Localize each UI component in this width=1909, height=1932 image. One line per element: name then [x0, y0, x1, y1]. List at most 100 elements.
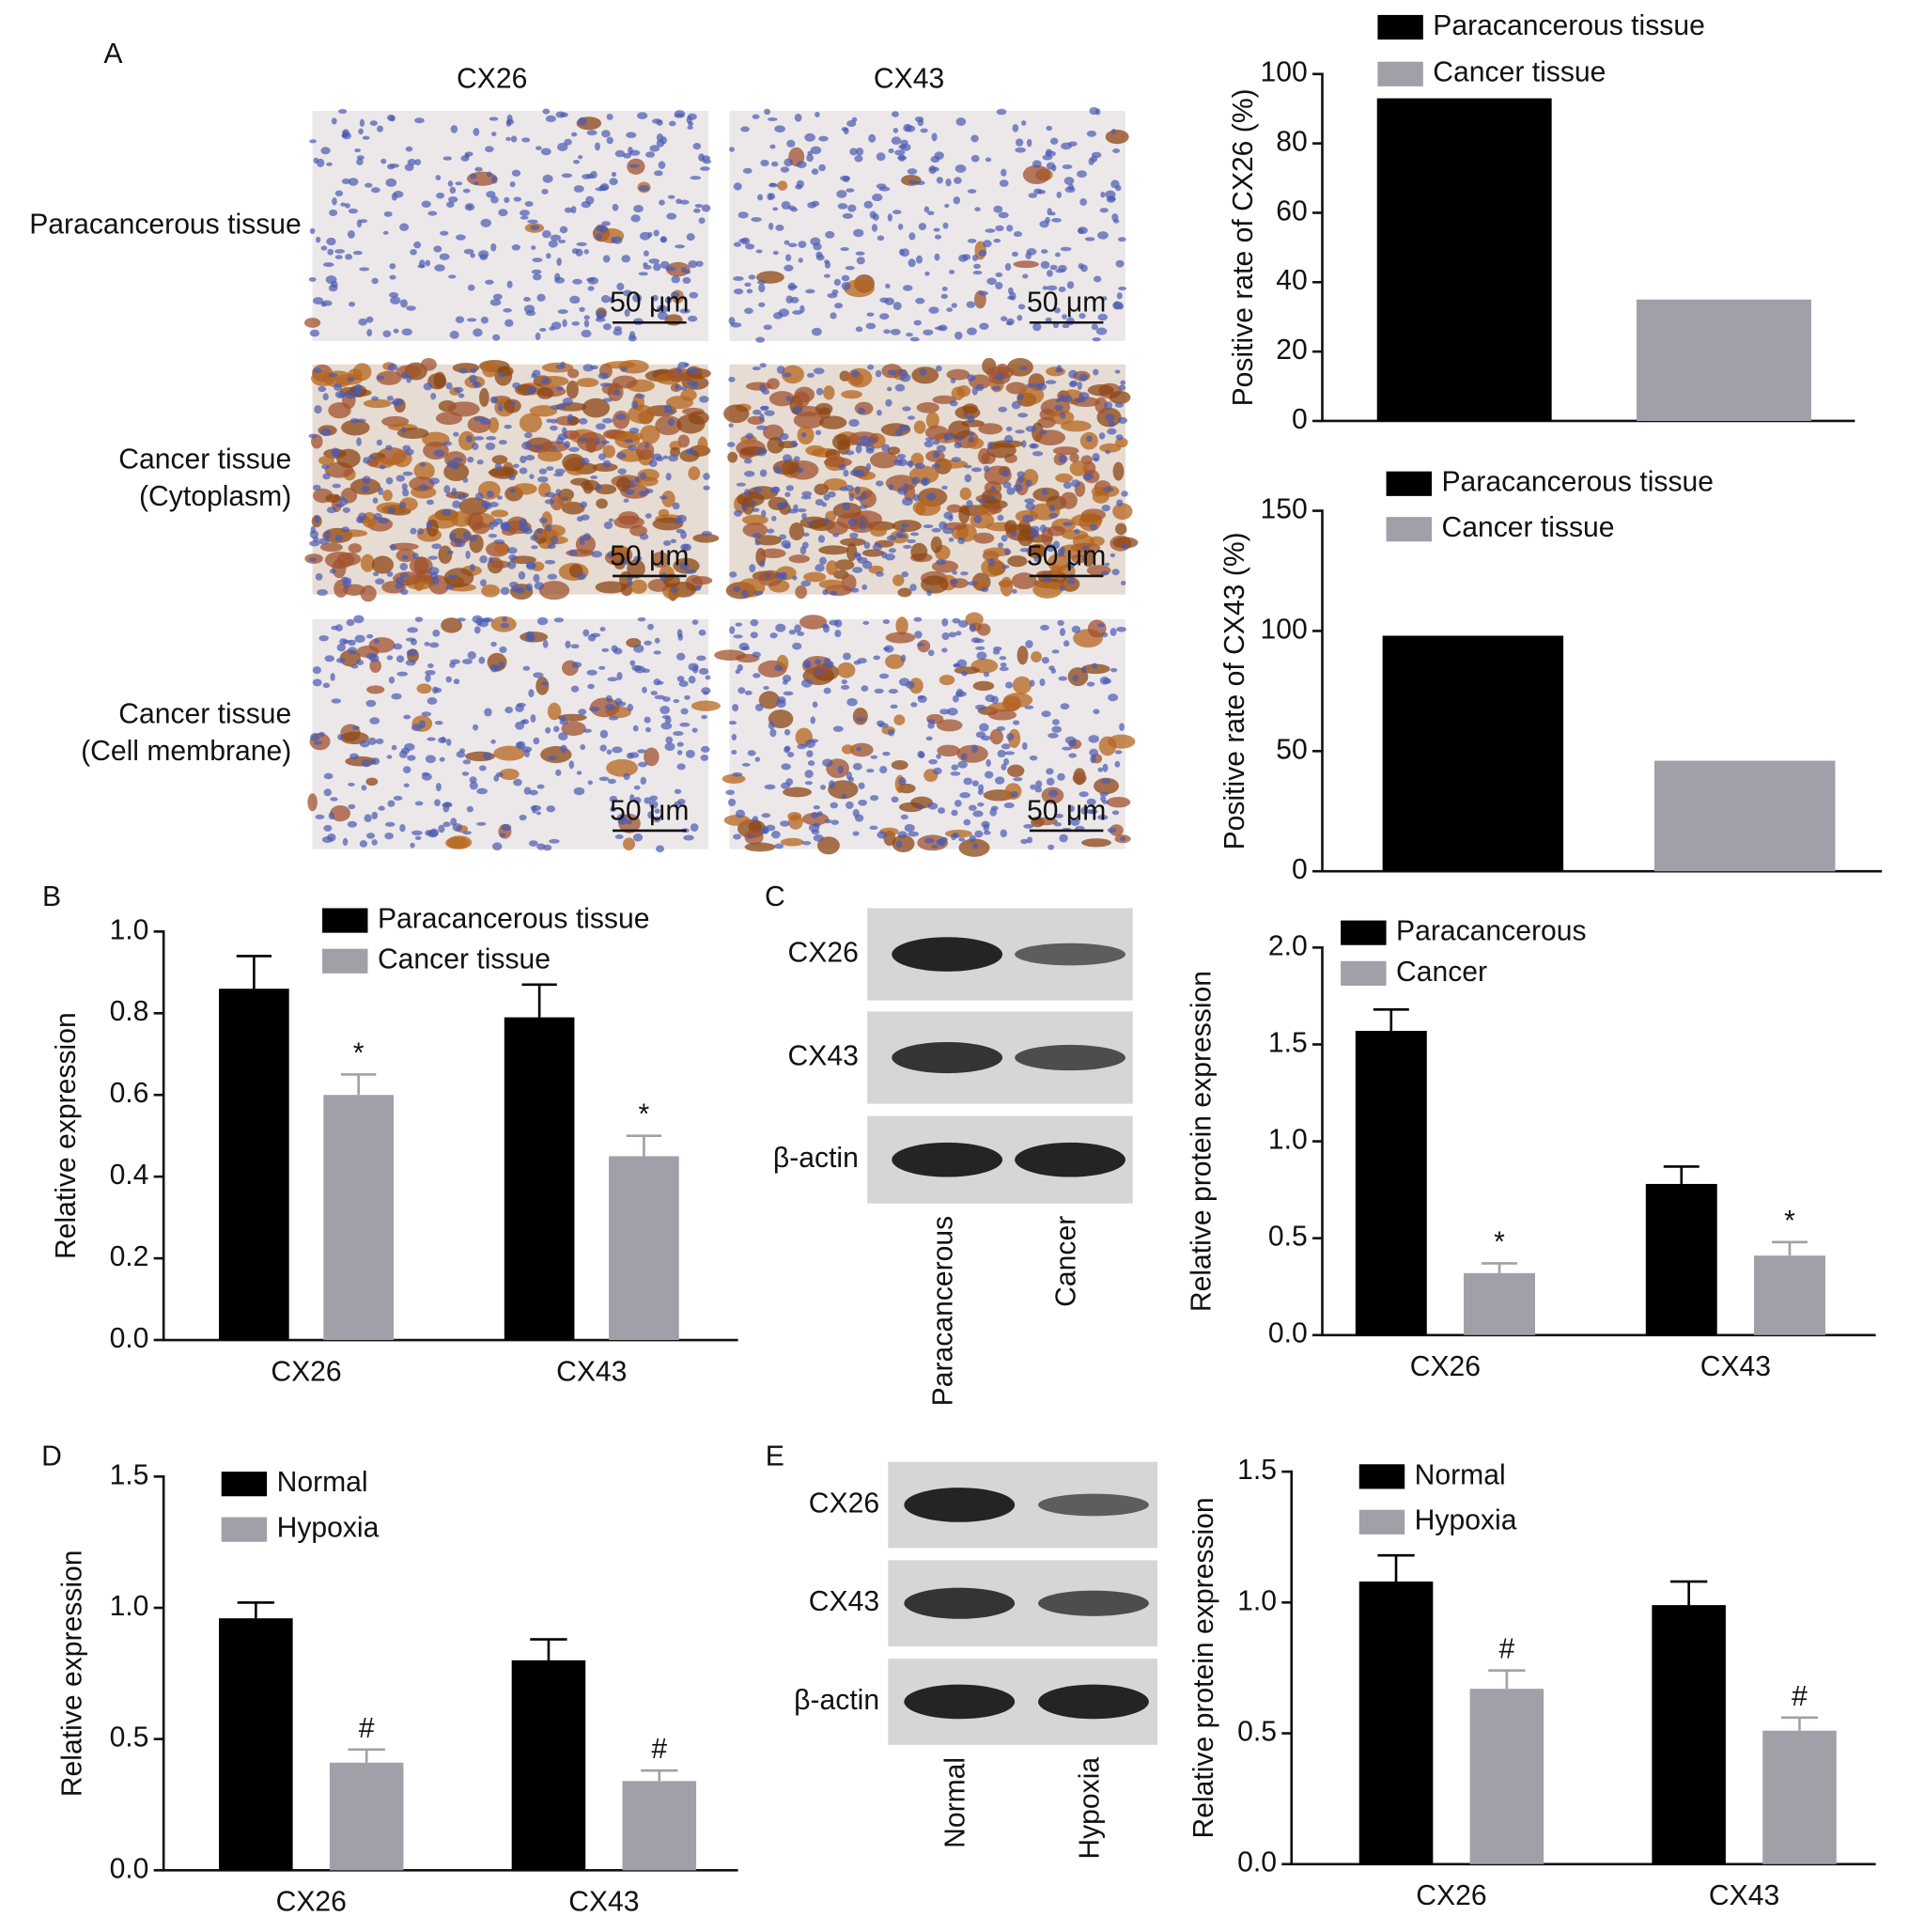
nucleus [918, 223, 927, 231]
error-bar [626, 1134, 662, 1157]
nucleus [337, 733, 344, 740]
band-label: CX43 [788, 1040, 859, 1071]
nucleus [1079, 392, 1090, 400]
nucleus [928, 306, 939, 314]
nucleus [370, 757, 380, 766]
nucleus [365, 699, 377, 708]
nucleus [843, 127, 849, 135]
nucleus [957, 760, 968, 769]
nucleus [934, 253, 940, 261]
nucleus [925, 492, 937, 501]
stain [477, 480, 501, 500]
nucleus [967, 189, 977, 194]
nucleus [1032, 451, 1044, 457]
stain [365, 777, 379, 787]
nucleus [814, 659, 822, 665]
nucleus [1017, 314, 1023, 321]
nucleus [332, 483, 341, 489]
nucleus [1078, 262, 1084, 270]
nucleus [903, 544, 912, 549]
nucleus [490, 242, 497, 252]
nucleus [830, 312, 837, 319]
nucleus [776, 437, 782, 443]
stain [697, 436, 708, 454]
nucleus [623, 772, 630, 781]
nucleus [997, 749, 1006, 758]
legend-swatch [1358, 1509, 1405, 1535]
nucleus [456, 751, 466, 758]
nucleus [1058, 455, 1068, 463]
nucleus [797, 631, 805, 636]
micrograph [723, 357, 1139, 600]
nucleus [540, 148, 551, 156]
nucleus [644, 489, 654, 494]
nucleus [512, 463, 520, 469]
nucleus [361, 485, 370, 493]
nucleus [852, 552, 861, 557]
nucleus [900, 522, 909, 528]
nucleus [509, 581, 519, 588]
nucleus [426, 499, 434, 506]
nucleus [345, 203, 350, 209]
nucleus [1002, 757, 1010, 766]
nucleus [976, 651, 987, 661]
nucleus [787, 508, 799, 514]
nucleus [967, 414, 975, 424]
stain [1106, 796, 1131, 808]
bar [622, 1781, 697, 1871]
nucleus [489, 521, 495, 530]
nucleus [369, 120, 379, 127]
nucleus [850, 369, 860, 378]
nucleus [377, 375, 385, 381]
stain [954, 666, 980, 675]
significance-marker: * [1494, 1226, 1505, 1257]
nucleus [656, 139, 665, 148]
nucleus [668, 454, 679, 462]
nucleus [940, 293, 949, 300]
nucleus [318, 385, 327, 393]
nucleus [1000, 829, 1007, 838]
nucleus [656, 680, 664, 685]
nucleus [440, 230, 449, 236]
nucleus [733, 288, 744, 295]
error-bar [1772, 1240, 1808, 1256]
nucleus [895, 840, 903, 849]
nucleus [1120, 380, 1126, 385]
stain [691, 576, 713, 585]
nucleus [595, 437, 600, 445]
nucleus [1030, 525, 1040, 534]
stain [1018, 385, 1045, 405]
nucleus [359, 118, 365, 127]
nucleus [677, 798, 686, 805]
nucleus [1068, 753, 1077, 758]
nucleus [496, 495, 503, 500]
nucleus [586, 277, 596, 282]
error-bar [348, 1748, 385, 1763]
stain [799, 615, 828, 630]
nucleus [389, 263, 396, 270]
y-tick-label: 0.5 [1268, 1222, 1308, 1253]
nucleus [728, 376, 736, 382]
nucleus [582, 364, 594, 372]
nucleus [586, 130, 598, 136]
nucleus [602, 255, 611, 263]
stain [1052, 446, 1079, 456]
nucleus [600, 295, 611, 304]
row-label: Cancer tissue [118, 699, 291, 730]
stain [443, 568, 474, 587]
stain [891, 759, 908, 771]
stain [788, 522, 805, 541]
nucleus [473, 181, 479, 186]
nucleus [637, 616, 646, 622]
nucleus [1104, 401, 1113, 410]
nucleus [358, 128, 364, 135]
nucleus [499, 833, 506, 838]
nucleus [887, 213, 892, 222]
nucleus [462, 476, 469, 483]
nucleus [674, 788, 682, 794]
nucleus [560, 361, 566, 367]
nucleus [1091, 155, 1098, 163]
nucleus [562, 397, 573, 406]
error-bar [1670, 1580, 1708, 1606]
nucleus [897, 777, 907, 787]
